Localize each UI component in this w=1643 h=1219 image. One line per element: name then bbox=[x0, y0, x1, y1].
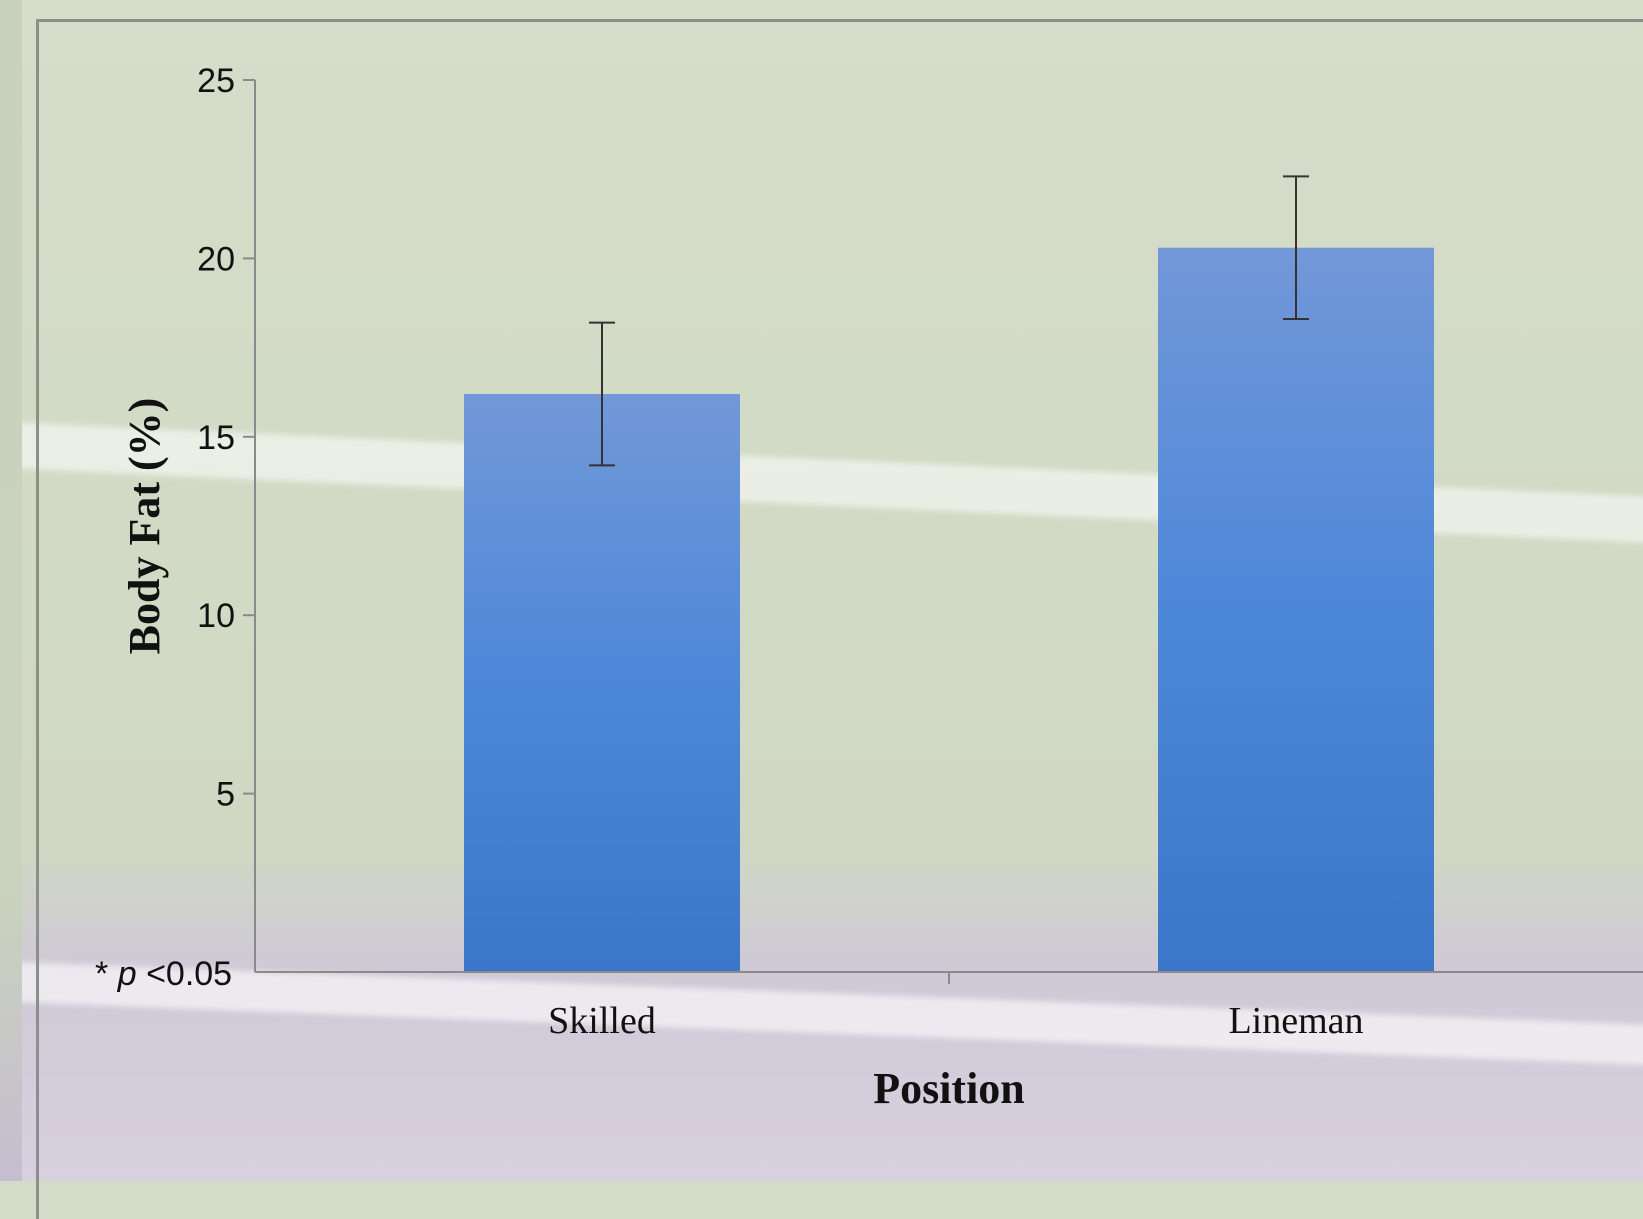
bar-lineman bbox=[1158, 247, 1434, 973]
error-bar-skilled bbox=[589, 321, 615, 467]
asterisk: * bbox=[95, 955, 109, 993]
left-edge-strip bbox=[0, 0, 22, 1181]
error-bars-group bbox=[589, 175, 1309, 467]
x-category-label: Skilled bbox=[548, 1000, 656, 1042]
significance-note: * p <0.05 bbox=[95, 955, 232, 994]
y-tick-label: 5 bbox=[216, 776, 235, 814]
chart-frame bbox=[36, 19, 1643, 1219]
x-categories-group: Skilled Lineman bbox=[548, 972, 1364, 1042]
x-category-label: Lineman bbox=[1228, 1000, 1363, 1042]
p-symbol: p bbox=[117, 955, 137, 993]
y-tick-label: 20 bbox=[197, 240, 235, 278]
p-threshold: <0.05 bbox=[146, 955, 233, 993]
error-bar-lineman bbox=[1283, 175, 1309, 321]
y-ticks-group: 5 10 15 20 25 bbox=[197, 62, 255, 814]
bar-chart: 5 10 15 20 25 Skilled Lineman Position Body F… bbox=[120, 62, 1643, 1113]
x-axis-title: Position bbox=[873, 1064, 1025, 1113]
y-tick-label: 15 bbox=[197, 419, 235, 457]
axes-group bbox=[254, 80, 1643, 973]
bar-skilled bbox=[464, 393, 740, 972]
y-axis-title: Body Fat (%) bbox=[120, 398, 169, 655]
y-tick-label: 25 bbox=[197, 62, 235, 100]
bars-group bbox=[464, 247, 1434, 973]
y-tick-label: 10 bbox=[197, 597, 235, 635]
